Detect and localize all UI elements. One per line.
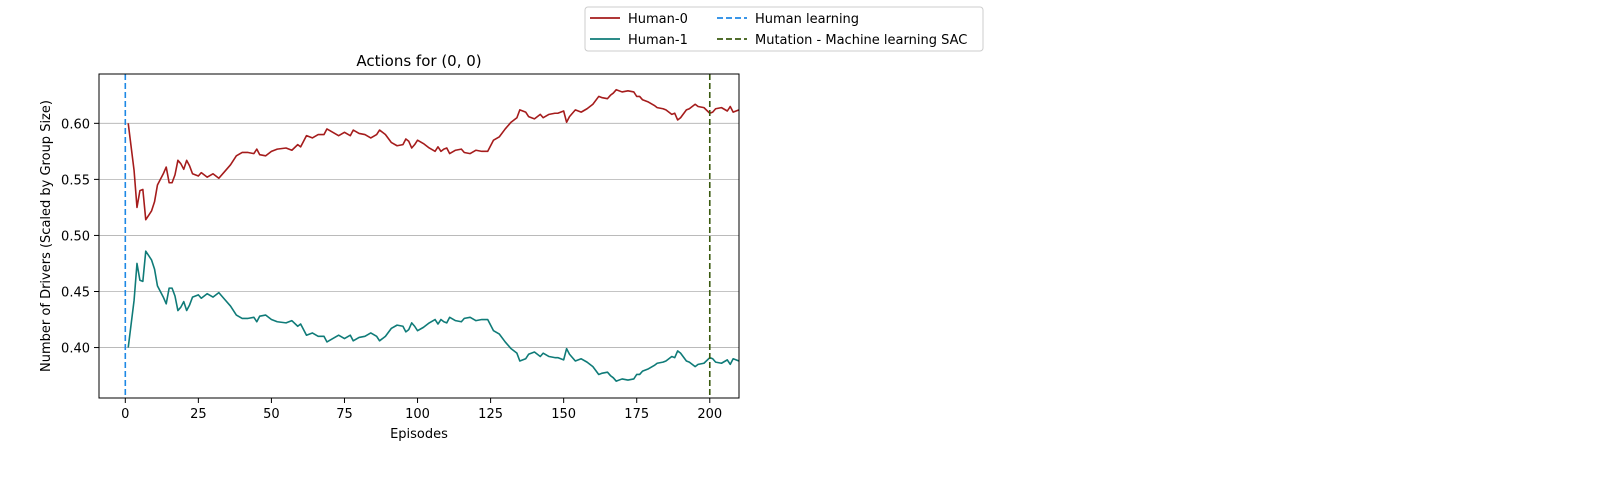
legend-label-mutation: Mutation - Machine learning SAC: [755, 33, 967, 48]
legend: Human-0 Human-1 Human learning Mutation …: [584, 6, 984, 52]
x-tick-label: 125: [478, 407, 503, 422]
x-tick-label: 25: [190, 407, 207, 422]
y-tick-label: 0.45: [61, 285, 90, 300]
axes-frame: [98, 73, 740, 399]
x-axis-ticks: 0 25 50 75 100 125 150 175 200: [121, 398, 722, 422]
y-tick-label: 0.50: [61, 229, 90, 244]
x-tick-label: 75: [336, 407, 353, 422]
x-tick-label: 175: [624, 407, 649, 422]
legend-label-human-0: Human-0: [628, 12, 688, 27]
series-line-human-1: [127, 250, 739, 382]
y-tick-label: 0.60: [61, 117, 90, 132]
series-line-human-0: [127, 88, 739, 221]
y-axis-ticks: 0.40 0.45 0.50 0.55 0.60: [61, 117, 99, 357]
x-tick-label: 100: [405, 407, 430, 422]
x-tick-label: 0: [121, 407, 129, 422]
x-tick-label: 200: [697, 407, 722, 422]
x-axis-label: Episodes: [390, 427, 448, 442]
plot-area: [124, 74, 739, 398]
chart-title: Actions for (0, 0): [356, 52, 481, 70]
legend-frame: [584, 6, 984, 52]
legend-label-human-learning: Human learning: [755, 12, 859, 27]
grid-lines: [99, 122, 739, 348]
x-tick-label: 50: [263, 407, 280, 422]
y-axis-label: Number of Drivers (Scaled by Group Size): [39, 100, 54, 372]
y-tick-label: 0.40: [61, 342, 90, 357]
y-tick-label: 0.55: [61, 173, 90, 188]
legend-label-human-1: Human-1: [628, 33, 688, 48]
x-tick-label: 150: [551, 407, 576, 422]
